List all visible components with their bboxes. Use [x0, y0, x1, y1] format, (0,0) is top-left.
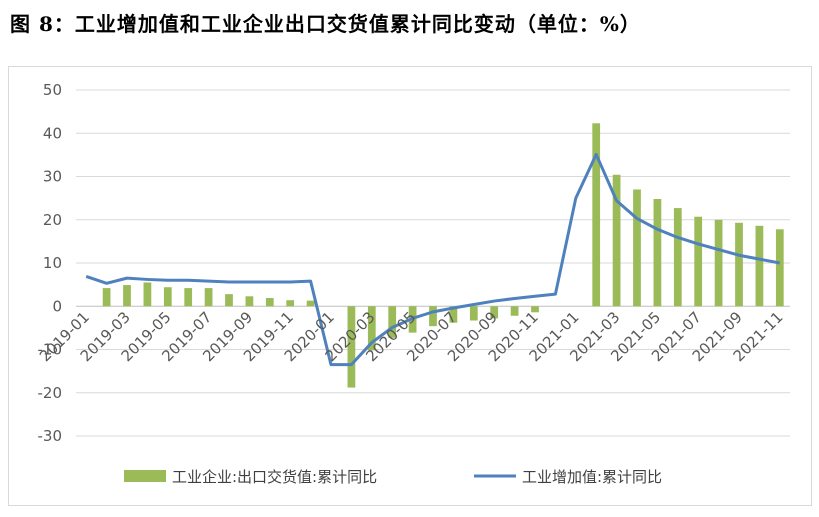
bar-series [102, 123, 784, 388]
y-axis: 50 40 30 20 10 0 -10 -20 -30 [38, 81, 63, 445]
bar [286, 300, 295, 307]
y-tick-label: 20 [43, 211, 62, 229]
y-tick-label: 50 [43, 81, 62, 99]
bar [592, 123, 601, 307]
legend-label-line: 工业增加值:累计同比 [522, 468, 662, 486]
bar [429, 306, 437, 327]
bar [653, 198, 662, 307]
bar [265, 298, 274, 307]
bar [531, 306, 539, 313]
bar [714, 219, 723, 307]
chart-frame [8, 66, 812, 506]
bar [245, 296, 254, 307]
bar [755, 225, 764, 307]
legend-label-bar: 工业企业:出口交货值:累计同比 [172, 468, 377, 486]
bar [694, 216, 703, 307]
y-tick-label: -10 [38, 341, 63, 359]
bar [347, 306, 356, 388]
bar [306, 300, 315, 307]
bar [775, 229, 784, 307]
legend-bar-swatch [124, 470, 166, 482]
line-series [85, 152, 781, 367]
bar [123, 285, 131, 307]
bar [490, 306, 499, 319]
y-tick-label: 10 [43, 254, 62, 272]
figure-title: 图 8：工业增加值和工业企业出口交货值累计同比变动（单位：%） [10, 12, 641, 36]
bar [184, 288, 193, 307]
bar [510, 306, 519, 316]
bar [633, 189, 641, 307]
gridlines [76, 89, 790, 437]
x-axis: 2019-012019-032019-052019-072019-092019-… [36, 308, 787, 365]
bar [367, 306, 376, 351]
bar [673, 208, 682, 307]
y-tick-label: -30 [38, 427, 63, 445]
bar [612, 174, 621, 307]
y-tick-label: 0 [52, 297, 62, 315]
bar [225, 294, 233, 307]
bar [163, 287, 172, 307]
y-tick-label: 30 [43, 168, 62, 186]
bar [143, 282, 152, 307]
bar [102, 288, 111, 307]
y-tick-label: 40 [43, 124, 62, 142]
bar [449, 306, 458, 323]
y-tick-label: -20 [38, 384, 63, 402]
bar [469, 306, 478, 321]
bar [735, 222, 743, 307]
bar [204, 288, 213, 307]
legend: 工业企业:出口交货值:累计同比 工业增加值:累计同比 [124, 468, 662, 486]
bar [388, 306, 397, 338]
